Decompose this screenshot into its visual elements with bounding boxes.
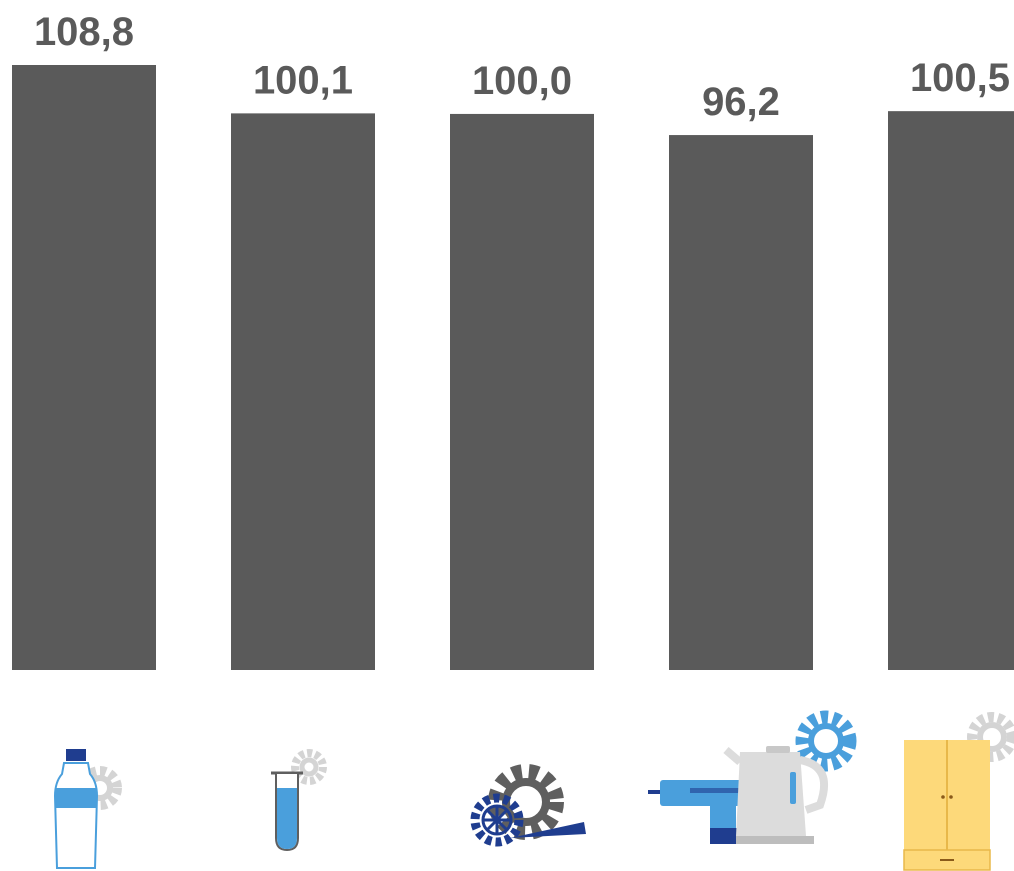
bar-5: [888, 111, 1014, 670]
value-label-5: 100,5: [910, 56, 1010, 100]
value-label-2: 100,1: [253, 58, 353, 102]
drill-kettle-gear-icon: [648, 710, 857, 844]
value-label-3: 100,0: [472, 59, 572, 103]
value-label-1: 108,8: [34, 10, 134, 54]
bottle-gear-icon: [53, 749, 122, 869]
bar-3: [450, 113, 594, 670]
value-labels-group: 108,8 100,1 100,0 96,2 100,5: [34, 10, 1010, 124]
gears-horn-icon: [470, 764, 586, 847]
bars-group: [12, 65, 1014, 671]
value-label-4: 96,2: [702, 80, 780, 124]
wardrobe-gear-icon: [903, 712, 1014, 871]
bar-1: [12, 65, 156, 670]
bar-4: [669, 135, 813, 670]
test-tube-gear-icon: [271, 749, 327, 852]
bar-2: [231, 113, 375, 671]
